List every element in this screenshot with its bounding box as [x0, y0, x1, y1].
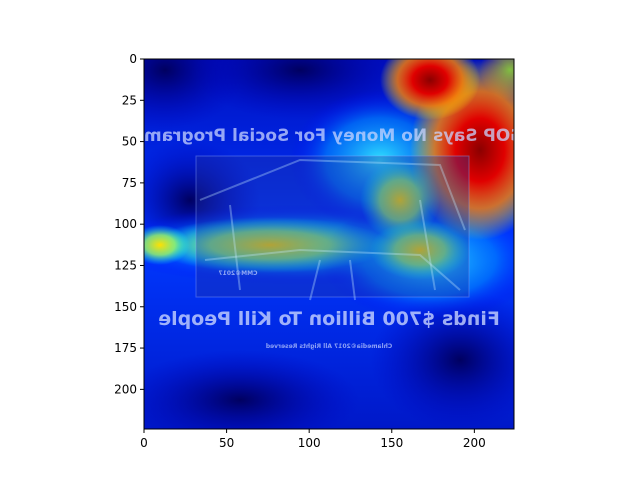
y-tick-label: 0 — [129, 52, 137, 66]
caption-bottom: Finds $700 Billion To Kill People — [158, 308, 500, 330]
plot-frame — [143, 58, 515, 430]
small-credit: Chlamedia©2017 All Rights Reserved — [266, 343, 392, 350]
x-tick-label: 200 — [463, 436, 486, 450]
y-axis: 0 25 50 75 100 125 150 175 200 — [114, 52, 144, 396]
inner-mark: CMM©2017 — [218, 270, 257, 277]
y-tick-label: 125 — [114, 258, 137, 272]
x-tick-label: 100 — [298, 436, 321, 450]
x-axis: 0 50 100 150 200 — [140, 429, 486, 450]
y-tick-label: 25 — [122, 93, 137, 107]
x-tick-label: 50 — [219, 436, 234, 450]
y-tick-label: 175 — [114, 341, 137, 355]
y-tick-label: 50 — [122, 135, 137, 149]
y-tick-label: 200 — [114, 382, 137, 396]
x-tick-label: 0 — [140, 436, 148, 450]
y-tick-label: 75 — [122, 176, 137, 190]
y-tick-label: 150 — [114, 300, 137, 314]
heatmap-image: GOP Says No Money For Social Programs Fi… — [134, 59, 524, 429]
y-tick-label: 100 — [114, 217, 137, 231]
x-tick-label: 150 — [380, 436, 403, 450]
caption-top: GOP Says No Money For Social Programs — [134, 126, 524, 146]
